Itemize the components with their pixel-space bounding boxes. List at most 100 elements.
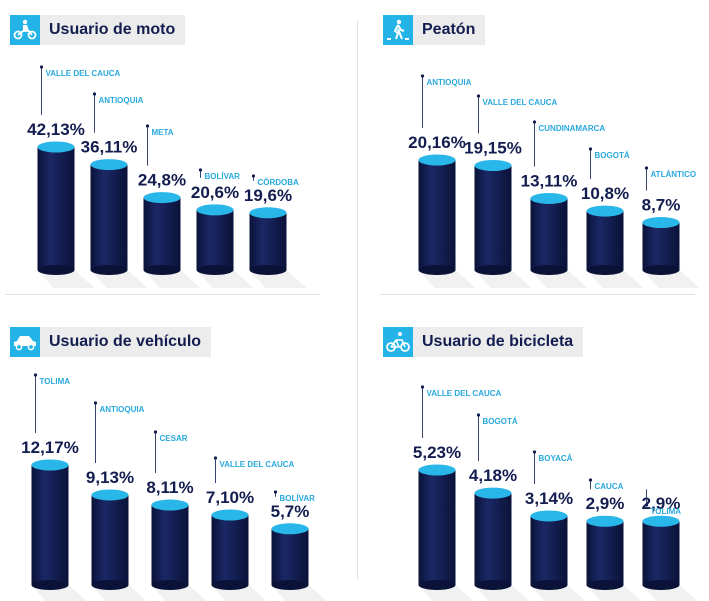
value-label: 2,9%	[586, 494, 625, 513]
bar-top	[418, 464, 456, 476]
motorcycle-icon	[10, 15, 40, 45]
leader-dot	[213, 456, 218, 460]
bar-base	[586, 265, 624, 275]
leader-dot	[644, 166, 649, 170]
bar-top	[31, 459, 69, 471]
chart-0: 42,13% VALLE DEL CAUCA 36,11% ANTIOQUIA 24,8…	[27, 65, 307, 288]
bar	[196, 209, 234, 270]
bar	[151, 505, 189, 585]
bar-base	[91, 580, 129, 590]
leader-dot	[145, 124, 150, 128]
leader-dot	[92, 92, 97, 96]
bar-base	[586, 580, 624, 590]
bar	[418, 470, 456, 585]
bar-base	[31, 580, 69, 590]
bar-base	[211, 580, 249, 590]
bar-base	[418, 265, 456, 275]
category-label: BOLÍVAR	[280, 494, 316, 503]
bar	[586, 211, 624, 270]
chart-1: 20,16% ANTIOQUIA 19,15% VALLE DEL CAUCA 13,1…	[408, 74, 700, 288]
bar	[530, 198, 568, 270]
bar-top	[530, 510, 568, 522]
leader-dot	[644, 503, 649, 507]
bar-top	[530, 192, 568, 204]
value-label: 13,11%	[521, 171, 578, 190]
value-label: 7,10%	[206, 488, 254, 507]
category-label: CAUCA	[595, 482, 624, 491]
bar-base	[474, 265, 512, 275]
bar	[474, 165, 512, 270]
leader-dot	[39, 65, 44, 69]
bar-top	[151, 499, 189, 511]
bar-top	[90, 159, 128, 171]
leader-dot	[251, 174, 256, 178]
category-label: ANTIOQUIA	[427, 78, 472, 87]
value-label: 12,17%	[21, 438, 79, 457]
bar	[530, 515, 568, 585]
category-label: VALLE DEL CAUCA	[427, 389, 502, 398]
value-label: 8,7%	[642, 196, 681, 215]
value-label: 20,16%	[408, 133, 466, 152]
bar-top	[474, 487, 512, 499]
category-label: ANTIOQUIA	[100, 405, 145, 414]
bar	[249, 212, 287, 270]
bar-base	[90, 265, 128, 275]
bar-base	[143, 265, 181, 275]
bar-top	[474, 160, 512, 172]
bar-top	[642, 515, 680, 527]
value-label: 20,6%	[191, 183, 239, 202]
value-label: 9,13%	[86, 468, 134, 487]
chart-3: 5,23% VALLE DEL CAUCA 4,18% BOGOTÁ 3,14% BOYA…	[413, 385, 698, 601]
bar-base	[530, 265, 568, 275]
category-label: VALLE DEL CAUCA	[220, 460, 295, 469]
value-label: 8,11%	[146, 478, 193, 497]
value-label: 24,8%	[138, 171, 186, 190]
panel-title: Usuario de moto	[40, 15, 186, 45]
bar	[586, 521, 624, 585]
vertical-divider	[357, 20, 358, 580]
bar	[474, 493, 512, 585]
car-icon	[10, 327, 40, 357]
panel-title: Usuario de vehículo	[40, 327, 212, 357]
bar-base	[249, 265, 287, 275]
bar	[642, 222, 680, 270]
leader-dot	[476, 413, 481, 417]
bar	[271, 528, 309, 585]
bar-top	[249, 207, 287, 219]
leader-dot	[273, 490, 278, 494]
bar-base	[642, 580, 680, 590]
horizontal-divider	[380, 294, 695, 295]
pedestrian-icon	[383, 15, 413, 45]
value-label: 3,14%	[525, 489, 573, 508]
category-label: BOGOTÁ	[595, 151, 630, 160]
bar	[418, 160, 456, 270]
bar	[143, 197, 181, 270]
panel-header-vehiculo: Usuario de vehículo	[10, 327, 212, 357]
bar-top	[642, 217, 680, 229]
category-label: TOLIMA	[651, 507, 682, 516]
category-label: TOLIMA	[40, 377, 71, 386]
bar-base	[474, 580, 512, 590]
leader-dot	[476, 94, 481, 98]
bar-top	[418, 154, 456, 166]
bar-base	[151, 580, 189, 590]
leader-dot	[420, 74, 425, 78]
bar	[31, 465, 69, 585]
leader-dot	[33, 373, 38, 377]
bar-base	[530, 580, 568, 590]
bicycle-icon	[383, 327, 413, 357]
category-label: CUNDINAMARCA	[539, 124, 606, 133]
leader-dot	[93, 401, 98, 405]
leader-dot	[588, 147, 593, 151]
category-label: BOYACÁ	[539, 454, 573, 463]
bar-base	[196, 265, 234, 275]
bar-top	[586, 515, 624, 527]
value-label: 10,8%	[581, 184, 629, 203]
bar-top	[271, 523, 309, 535]
category-label: CÓRDOBA	[258, 178, 300, 187]
bar	[642, 521, 680, 585]
value-label: 5,23%	[413, 443, 461, 462]
bar-base	[418, 580, 456, 590]
